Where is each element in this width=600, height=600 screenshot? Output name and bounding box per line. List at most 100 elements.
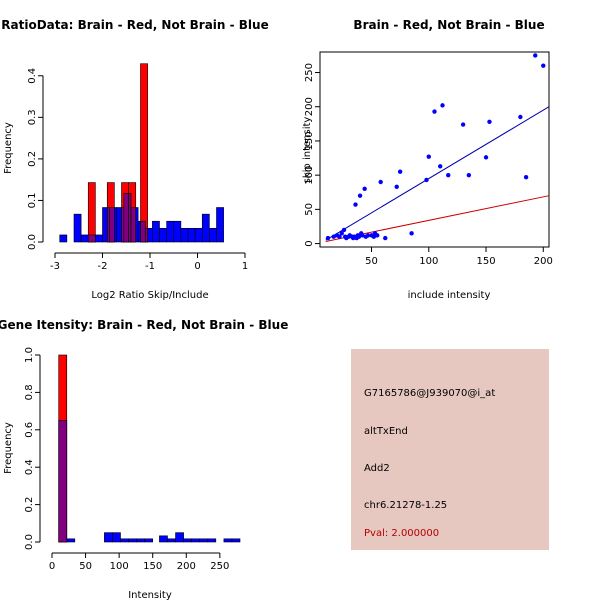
scatter-point	[432, 109, 437, 114]
histogram-bar-not-brain	[66, 538, 76, 543]
histogram-bar-overlap	[140, 220, 146, 243]
histogram-bar-not-brain	[59, 234, 68, 243]
scatter-point	[371, 234, 377, 239]
scatter-point	[424, 177, 429, 183]
ratio-histogram-title: RatioData: Brain - Red, Not Brain - Blue	[1, 18, 268, 32]
histogram-bar-not-brain	[173, 220, 182, 243]
scatter-point	[360, 233, 365, 238]
histogram-bar-not-brain	[159, 227, 167, 243]
histogram-bar-overlap	[130, 207, 137, 243]
histogram-bar-not-brain	[207, 538, 217, 543]
scatter-point	[460, 122, 466, 127]
histogram-bar-overlap	[128, 193, 132, 243]
histogram-bar-overlap	[58, 420, 68, 543]
x-tick-label: 1	[242, 261, 248, 272]
info-panel: G7165786@J939070@i_at altTxEnd Add2 chr6…	[351, 349, 549, 550]
histogram-bar-not-brain	[128, 538, 137, 543]
scatter-point	[397, 169, 403, 174]
histogram-bar-not-brain	[175, 532, 184, 543]
scatter-point	[409, 231, 414, 236]
y-tick-label: 0.2	[24, 497, 35, 513]
x-tick-label: -3	[50, 261, 60, 272]
ratio-histogram-panel: RatioData: Brain - Red, Not Brain - Blue…	[1, 18, 268, 301]
histogram-bar-not-brain	[166, 220, 175, 243]
scatter-point	[483, 155, 489, 160]
ratio-histogram-xlabel: Log2 Ratio Skip/Include	[91, 290, 208, 301]
scatter-point	[523, 175, 529, 180]
scatter-point	[466, 172, 472, 178]
gene-intensity-axes: 0 50 100 150 200 250 0.0 0.2 0.4 0.6 0.8 1.0	[24, 347, 229, 572]
scatter-point	[440, 103, 445, 108]
histogram-bar-not-brain	[187, 227, 196, 243]
histogram-bar-not-brain	[201, 213, 210, 243]
scatter-point	[383, 235, 388, 241]
histogram-bar-not-brain	[73, 213, 82, 243]
y-tick-label: 0.8	[24, 384, 35, 400]
intensity-scatter-ylabel: skip intensity	[302, 117, 313, 184]
x-tick-label: -1	[145, 261, 155, 272]
scatter-point	[362, 186, 367, 192]
histogram-bar-not-brain	[183, 538, 192, 543]
y-tick-label: 0.4	[27, 68, 38, 84]
scatter-point	[394, 184, 399, 189]
scatter-point	[339, 231, 344, 236]
gene-intensity-ylabel: Frequency	[3, 422, 14, 474]
histogram-bar-overlap	[144, 227, 148, 243]
y-tick-label: 0	[304, 240, 315, 246]
histogram-bar-not-brain	[144, 538, 154, 543]
y-tick-label: 100	[304, 166, 315, 185]
scatter-point	[541, 63, 546, 68]
y-tick-label: 0.6	[24, 422, 35, 438]
histogram-bar-not-brain	[152, 220, 160, 243]
histogram-bar-not-brain	[159, 535, 168, 543]
y-tick-label: 1.0	[24, 347, 35, 363]
scatter-point	[331, 234, 336, 239]
y-tick-label: 0.2	[27, 151, 38, 167]
histogram-bar-not-brain	[180, 227, 189, 243]
histogram-bar-not-brain	[191, 538, 201, 543]
histogram-bar-not-brain	[216, 207, 224, 243]
x-tick-label: 250	[210, 561, 229, 572]
histogram-bar-not-brain	[209, 227, 217, 243]
histogram-bar-not-brain	[199, 538, 209, 543]
x-tick-label: 150	[476, 256, 495, 267]
histogram-bar-overlap	[121, 207, 125, 243]
x-tick-label: 200	[534, 256, 553, 267]
histogram-bar-brain	[140, 63, 148, 243]
histogram-bar-overlap	[87, 234, 96, 243]
scatter-point	[357, 193, 363, 198]
y-tick-label: 0.1	[27, 192, 38, 208]
histogram-bar-not-brain	[120, 538, 129, 543]
scatter-point	[518, 114, 523, 120]
x-tick-label: 100	[110, 561, 129, 572]
scatter-point	[487, 119, 492, 124]
histogram-bar-not-brain	[112, 532, 121, 543]
y-tick-label: 50	[304, 203, 315, 216]
histogram-bar-overlap	[106, 207, 110, 243]
intensity-scatter-panel: Brain - Red, Not Brain - Blue 50 100 150 20…	[302, 18, 553, 301]
info-location: chr6.21278-1.25	[364, 500, 447, 511]
histogram-bar-not-brain	[104, 532, 113, 543]
scatter-point	[438, 164, 443, 169]
intensity-scatter-points	[325, 53, 546, 241]
intensity-scatter-axes: 50 100 150 200 0 50 100 150 200 250	[304, 63, 553, 267]
x-tick-label: -2	[98, 261, 108, 272]
x-tick-label: 50	[365, 256, 378, 267]
histogram-bar-not-brain	[136, 538, 145, 543]
ratio-histogram-bars	[59, 63, 224, 243]
scatter-point	[325, 235, 331, 241]
info-gene: Add2	[364, 463, 390, 474]
y-tick-label: 0.0	[27, 234, 38, 250]
histogram-bar-not-brain	[194, 227, 203, 243]
intensity-scatter-xlabel: include intensity	[408, 290, 491, 301]
histogram-bar-not-brain	[231, 538, 241, 543]
histogram-bar-not-brain	[95, 234, 103, 243]
scatter-point	[378, 179, 383, 185]
ratio-histogram-axes: -3 -2 -1 0 1 0.0 0.1 0.2 0.3 0.4	[27, 68, 248, 272]
histogram-bar-not-brain	[80, 234, 89, 243]
y-tick-label: 0.0	[24, 534, 35, 550]
scatter-point	[365, 233, 371, 238]
gene-intensity-xlabel: Intensity	[128, 590, 172, 600]
info-pval: Pval: 2.000000	[364, 528, 439, 539]
